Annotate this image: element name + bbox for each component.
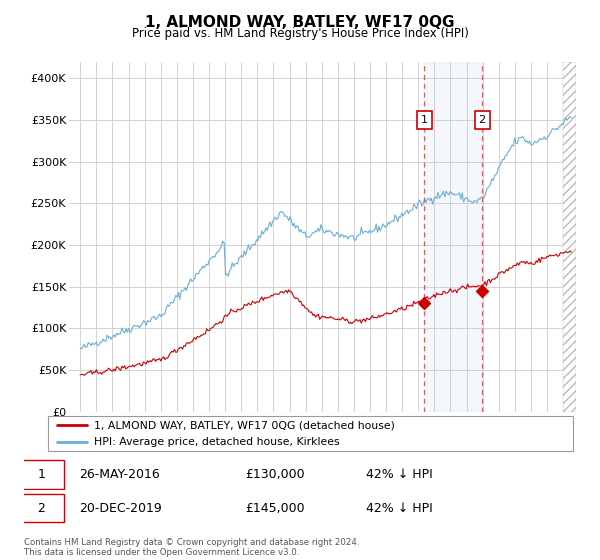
Text: Contains HM Land Registry data © Crown copyright and database right 2024.
This d: Contains HM Land Registry data © Crown c… [24, 538, 359, 557]
Text: 42% ↓ HPI: 42% ↓ HPI [366, 468, 433, 481]
Text: 1, ALMOND WAY, BATLEY, WF17 0QG (detached house): 1, ALMOND WAY, BATLEY, WF17 0QG (detache… [94, 421, 395, 431]
Text: 1: 1 [421, 115, 428, 125]
FancyBboxPatch shape [48, 416, 573, 451]
Text: 26-MAY-2016: 26-MAY-2016 [79, 468, 160, 481]
Text: HPI: Average price, detached house, Kirklees: HPI: Average price, detached house, Kirk… [94, 437, 340, 447]
Text: 2: 2 [479, 115, 486, 125]
Text: 1: 1 [37, 468, 45, 481]
Text: 1, ALMOND WAY, BATLEY, WF17 0QG: 1, ALMOND WAY, BATLEY, WF17 0QG [145, 15, 455, 30]
Bar [424, 62, 482, 412]
Text: Price paid vs. HM Land Registry's House Price Index (HPI): Price paid vs. HM Land Registry's House … [131, 27, 469, 40]
Text: £145,000: £145,000 [245, 502, 304, 515]
Text: 2: 2 [37, 502, 45, 515]
FancyBboxPatch shape [19, 494, 64, 522]
Text: 42% ↓ HPI: 42% ↓ HPI [366, 502, 433, 515]
FancyBboxPatch shape [19, 460, 64, 489]
Text: 20-DEC-2019: 20-DEC-2019 [79, 502, 162, 515]
Text: £130,000: £130,000 [245, 468, 304, 481]
